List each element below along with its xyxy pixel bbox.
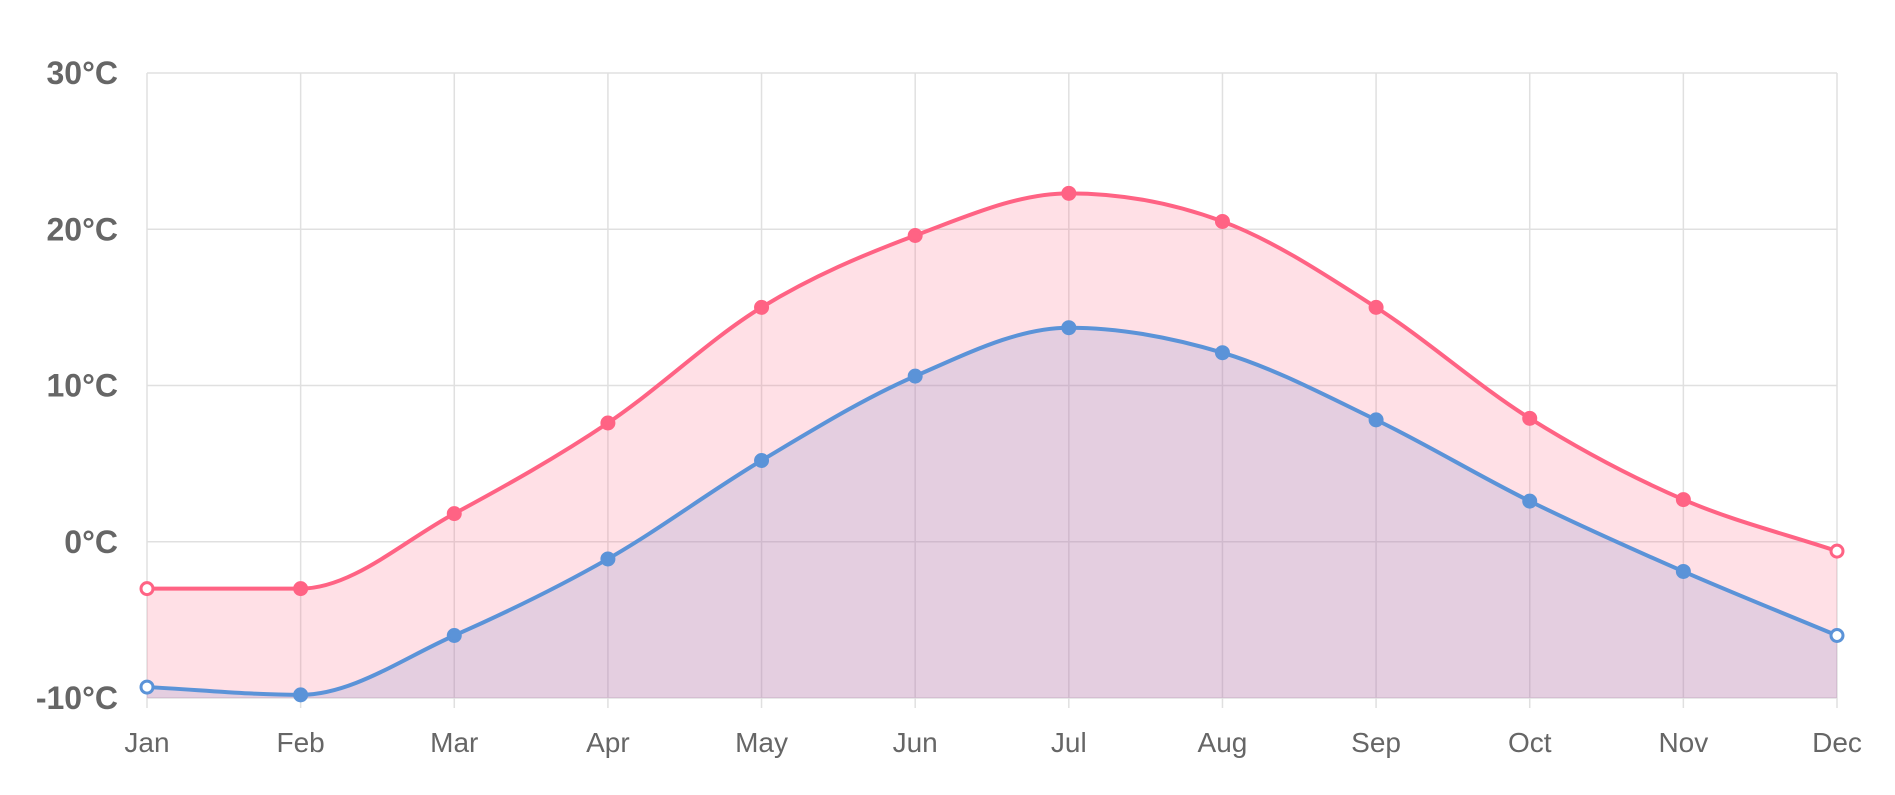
- x-tick-label: Sep: [1351, 727, 1401, 758]
- x-tick-label: Jan: [124, 727, 169, 758]
- series-lines: [146, 191, 1838, 697]
- x-tick-label: Jul: [1051, 727, 1087, 758]
- x-tick-label: Nov: [1658, 727, 1708, 758]
- point-high-jun: [907, 228, 923, 243]
- x-tick-label: Oct: [1508, 727, 1552, 758]
- point-high-aug: [1214, 213, 1230, 229]
- x-tick-label: Apr: [586, 727, 630, 758]
- point-low-apr: [600, 551, 616, 567]
- point-high-nov: [1675, 492, 1691, 508]
- x-tick-label: Dec: [1812, 727, 1862, 758]
- point-high-sep: [1368, 299, 1384, 315]
- y-axis-ticks: -10°C 0°C 10°C 20°C 30°C: [36, 55, 118, 716]
- x-tick-label: Mar: [430, 727, 478, 758]
- point-high-oct: [1522, 410, 1538, 426]
- x-tick-label: May: [735, 727, 788, 758]
- x-tick-label: Aug: [1198, 727, 1248, 758]
- y-tick-label: 0°C: [64, 524, 118, 560]
- point-high-jul: [1061, 185, 1077, 201]
- point-high-jan: [139, 581, 155, 597]
- area-low: [147, 327, 1837, 698]
- point-low-jul: [1061, 320, 1077, 336]
- y-tick-label: -10°C: [36, 680, 118, 716]
- x-axis-ticks: Jan Feb Mar Apr May Jun Jul Aug Sep Oct Nov Dec: [124, 727, 1861, 758]
- point-low-jun: [907, 368, 923, 384]
- data-points: [139, 185, 1845, 703]
- point-high-may: [754, 299, 770, 315]
- grid: [146, 72, 1838, 708]
- x-tick-label: Feb: [277, 727, 325, 758]
- point-low-feb: [293, 687, 309, 703]
- series-areas: [147, 193, 1837, 698]
- point-low-nov: [1675, 563, 1691, 579]
- line-low: [146, 325, 1838, 697]
- point-high-feb: [293, 581, 309, 597]
- y-tick-label: 30°C: [47, 55, 119, 91]
- point-low-jan: [139, 679, 155, 695]
- point-low-oct: [1522, 493, 1538, 509]
- point-low-aug: [1214, 345, 1230, 361]
- point-low-mar: [446, 628, 462, 643]
- point-low-sep: [1368, 412, 1384, 428]
- line-high: [147, 191, 1838, 591]
- point-low-dec: [1829, 628, 1845, 643]
- point-high-dec: [1829, 543, 1845, 559]
- y-tick-label: 20°C: [47, 211, 119, 247]
- point-high-apr: [600, 415, 616, 431]
- point-low-may: [754, 453, 770, 468]
- x-tick-label: Jun: [893, 727, 938, 758]
- y-tick-label: 10°C: [47, 368, 119, 404]
- point-high-mar: [446, 506, 462, 522]
- area-high: [147, 193, 1837, 698]
